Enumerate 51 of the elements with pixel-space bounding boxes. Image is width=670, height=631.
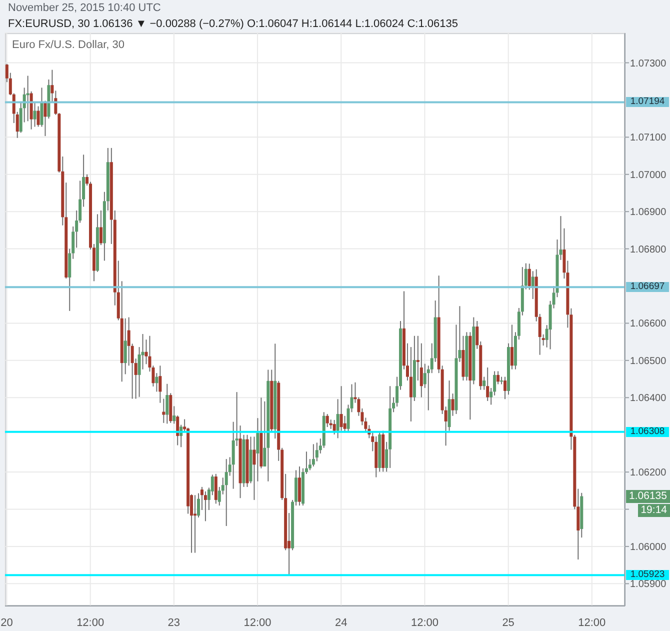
ref-line-label: 1.05923	[626, 569, 669, 580]
ref-line-label: 1.06308	[626, 426, 669, 437]
chart-title: FX:EURUSD, 30 1.06136 ▼ −0.00288 (−0.27%) O:1.06047 H:1.06144 L:1.06024 C:1.06135	[8, 18, 458, 30]
candlestick	[451, 393, 454, 416]
candlestick	[332, 419, 336, 435]
y-tick-label: 1.06200	[630, 468, 667, 479]
candlestick	[496, 370, 500, 385]
y-tick-label: 1.06000	[630, 542, 667, 553]
y-tick-label: 1.06600	[630, 318, 667, 330]
candlestick	[504, 376, 507, 400]
x-tick-label: 23	[168, 616, 180, 629]
y-tick-label: 1.06800	[630, 244, 667, 256]
x-tick-label: 12:00	[410, 616, 438, 629]
x-tick-label: 12:00	[244, 616, 272, 629]
x-tick-label: 12:00	[76, 616, 104, 629]
x-tick-label: 25	[502, 616, 514, 629]
candlestick	[44, 100, 47, 137]
candlestick	[162, 398, 166, 424]
candlestick	[33, 102, 36, 128]
y-tick-label: 1.07100	[630, 132, 667, 144]
candlestick	[312, 444, 315, 467]
candlestick	[194, 494, 197, 554]
x-tick-label: 20	[0, 616, 13, 629]
text: 19:14	[638, 504, 670, 517]
candlestick	[326, 414, 329, 428]
candlestick	[158, 365, 162, 404]
text: Euro Fx/U.S. Dollar, 30	[12, 39, 124, 51]
ref-line-label: 1.07194	[626, 96, 669, 108]
candlestick	[36, 106, 40, 128]
x-tick-label: 24	[335, 616, 348, 629]
y-tick-label: 1.07000	[630, 170, 667, 181]
y-tick-label: 1.06500	[630, 356, 667, 367]
candlestick	[155, 372, 158, 392]
candlestick	[409, 346, 412, 422]
candlestick	[124, 318, 127, 375]
candlestick	[486, 367, 490, 402]
ref-line-label: 1.06697	[626, 281, 669, 292]
candlestick	[99, 210, 102, 246]
y-tick-label: 1.05900	[630, 579, 667, 590]
text: November 25, 2015 10:40 UTC	[8, 2, 161, 14]
candlestick	[510, 324, 514, 370]
text: 1.06135	[626, 490, 670, 503]
candlestick	[166, 383, 169, 424]
candlestick	[204, 490, 207, 522]
y-tick-label: 1.07300	[630, 58, 667, 70]
x-tick-label: 12:00	[578, 616, 606, 629]
candlestick	[340, 386, 343, 432]
candlestick	[214, 473, 218, 504]
y-tick-label: 1.06400	[630, 393, 667, 404]
y-tick-label: 1.06900	[630, 207, 667, 218]
candlestick	[224, 458, 228, 527]
